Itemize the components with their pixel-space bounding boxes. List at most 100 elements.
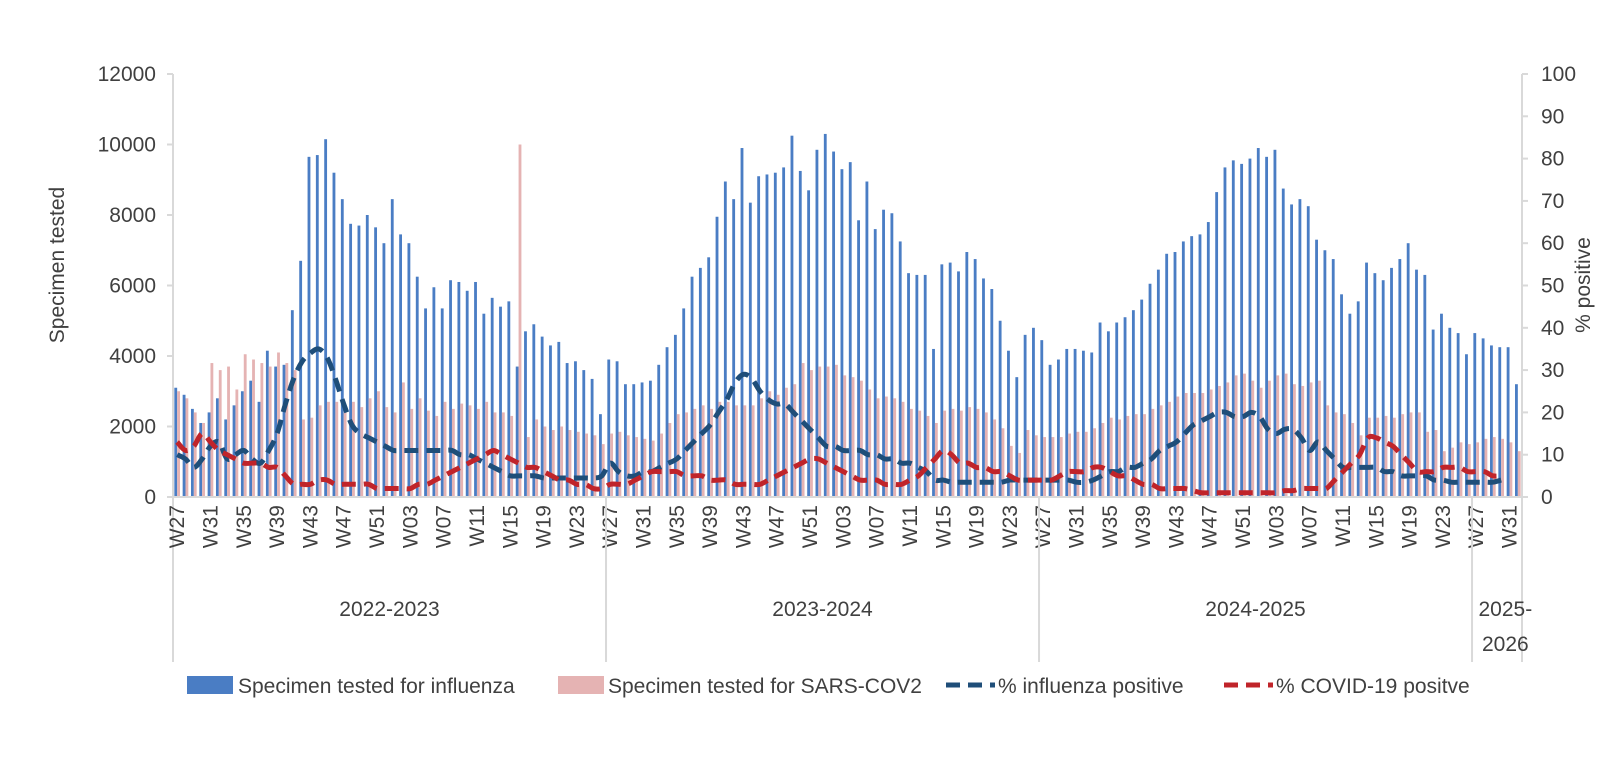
bar-influenza xyxy=(1190,236,1194,497)
bar-sars-cov2 xyxy=(1392,417,1396,497)
x-tick-label: W35 xyxy=(1099,505,1122,548)
bar-influenza xyxy=(449,280,452,497)
bar-influenza xyxy=(757,176,761,498)
bar-sars-cov2 xyxy=(635,437,638,497)
bar-influenza xyxy=(390,199,394,497)
y-tick-label: 6000 xyxy=(109,275,156,298)
bar-sars-cov2 xyxy=(1193,393,1196,497)
bar-influenza xyxy=(474,281,477,497)
legend-swatch-influenza xyxy=(187,676,233,694)
bar-influenza xyxy=(1473,333,1477,497)
bar-sars-cov2 xyxy=(1351,422,1355,497)
bar-influenza xyxy=(374,227,378,497)
bar-sars-cov2 xyxy=(193,412,197,497)
bar-influenza xyxy=(282,364,286,497)
bar-influenza xyxy=(1090,352,1094,497)
bar-sars-cov2 xyxy=(1034,435,1038,497)
bar-sars-cov2 xyxy=(485,401,489,497)
season-label: 2023-2024 xyxy=(772,598,873,621)
x-tick-label: W51 xyxy=(366,505,389,548)
bar-influenza xyxy=(1365,262,1368,497)
bar-sars-cov2 xyxy=(1317,380,1321,497)
bar-sars-cov2 xyxy=(701,405,705,497)
bar-influenza xyxy=(715,216,719,497)
bar-sars-cov2 xyxy=(968,407,972,497)
bar-sars-cov2 xyxy=(1143,414,1146,497)
bar-sars-cov2 xyxy=(859,380,863,497)
legend-item-covid-line: % COVID-19 positve xyxy=(1224,675,1470,698)
season-label: 2026 xyxy=(1482,633,1529,656)
bar-sars-cov2 xyxy=(235,389,239,497)
bar-influenza xyxy=(915,274,919,497)
bar-influenza xyxy=(174,387,178,497)
bar-influenza xyxy=(190,408,194,498)
bar-sars-cov2 xyxy=(510,415,514,497)
bar-sars-cov2 xyxy=(551,430,555,497)
y-tick-label: 0 xyxy=(144,486,156,509)
bar-influenza xyxy=(1306,206,1310,497)
bar-influenza xyxy=(1348,313,1352,497)
bar-influenza xyxy=(1215,192,1219,497)
bar-sars-cov2 xyxy=(343,405,347,497)
y-tick-label: 10000 xyxy=(98,134,156,157)
bar-sars-cov2 xyxy=(976,408,980,498)
bar-influenza xyxy=(673,334,677,497)
bar-influenza xyxy=(998,320,1002,497)
bar-influenza xyxy=(1498,347,1502,497)
bar-influenza xyxy=(823,133,827,497)
bar-influenza xyxy=(782,167,786,497)
bar-sars-cov2 xyxy=(443,401,447,497)
y2-tick-label: 90 xyxy=(1541,105,1564,128)
season-label: 2025- xyxy=(1478,598,1532,621)
bar-sars-cov2 xyxy=(1126,415,1130,497)
bar-sars-cov2 xyxy=(377,391,380,497)
bar-sars-cov2 xyxy=(1209,389,1213,497)
bar-sars-cov2 xyxy=(843,375,847,497)
bar-influenza xyxy=(965,252,969,497)
bar-sars-cov2 xyxy=(1276,375,1280,497)
bar-influenza xyxy=(682,308,686,497)
bar-influenza xyxy=(415,276,419,497)
bar-sars-cov2 xyxy=(352,401,355,497)
bar-sars-cov2 xyxy=(1151,408,1155,498)
bar-influenza xyxy=(1456,333,1460,497)
bar-sars-cov2 xyxy=(1051,437,1055,497)
x-tick-label: W07 xyxy=(866,505,889,548)
bar-influenza xyxy=(574,361,577,497)
bar-influenza xyxy=(290,310,294,497)
bar-influenza xyxy=(207,412,211,497)
bar-sars-cov2 xyxy=(1309,382,1313,497)
bar-influenza xyxy=(349,223,353,497)
bar-influenza xyxy=(882,209,885,497)
bar-sars-cov2 xyxy=(318,405,322,497)
x-tick-label: W31 xyxy=(1499,505,1522,548)
bar-sars-cov2 xyxy=(268,366,272,497)
x-tick-label: W23 xyxy=(566,505,589,548)
bar-sars-cov2 xyxy=(1093,428,1096,497)
bar-sars-cov2 xyxy=(801,363,805,497)
bar-influenza xyxy=(357,225,361,497)
line-influenza-positive xyxy=(176,346,1502,485)
bar-influenza xyxy=(948,262,952,497)
bar-influenza xyxy=(565,363,569,497)
bar-sars-cov2 xyxy=(785,387,788,497)
bar-influenza xyxy=(615,361,619,497)
bar-influenza xyxy=(890,213,894,498)
bar-sars-cov2 xyxy=(959,410,963,497)
bar-sars-cov2 xyxy=(660,433,663,497)
bar-influenza xyxy=(1057,359,1060,497)
bar-sars-cov2 xyxy=(1076,431,1080,497)
bar-influenza xyxy=(540,336,544,497)
bar-influenza xyxy=(1448,327,1452,497)
y2-tick-label: 100 xyxy=(1541,63,1576,86)
bar-influenza xyxy=(1156,269,1160,497)
x-tick-label: W15 xyxy=(1365,505,1388,548)
season-label: 2022-2023 xyxy=(339,598,439,621)
bar-influenza xyxy=(465,290,469,497)
bar-influenza xyxy=(582,370,586,497)
x-tick-label: W39 xyxy=(266,505,289,548)
bar-sars-cov2 xyxy=(1384,415,1388,497)
bar-influenza xyxy=(923,274,927,497)
bar-influenza xyxy=(707,257,711,497)
legend-label-covid-line: % COVID-19 positve xyxy=(1276,675,1470,698)
